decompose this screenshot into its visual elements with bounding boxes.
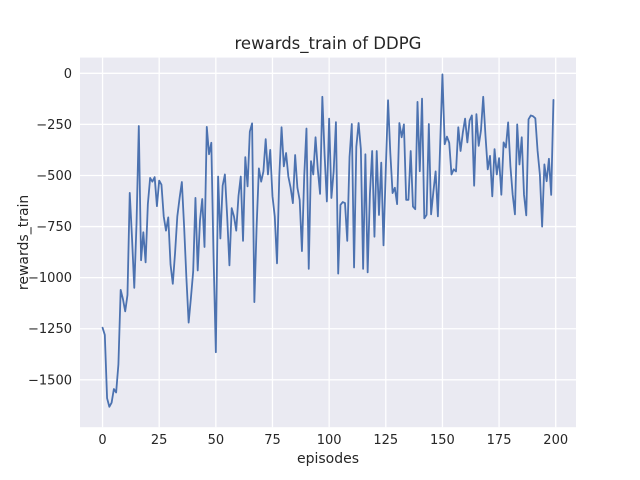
x-tick-label: 0: [98, 433, 106, 448]
y-axis-label: rewards_train: [16, 195, 32, 290]
y-tick-label: 0: [64, 67, 72, 82]
y-tick-label: −1250: [28, 322, 72, 337]
y-tick-label: −1500: [28, 373, 72, 388]
x-tick-label: 175: [487, 433, 512, 448]
x-tick-label: 200: [543, 433, 568, 448]
y-tick-label: −500: [36, 169, 72, 184]
x-tick-label: 75: [264, 433, 281, 448]
y-tick-label: −750: [36, 220, 72, 235]
x-axis-label: episodes: [297, 451, 359, 467]
gridlines: [80, 57, 576, 428]
y-tick-label: −250: [36, 118, 72, 133]
x-tick-label: 50: [208, 433, 225, 448]
series-line-rewards: [101, 73, 555, 408]
x-tick-label: 25: [151, 433, 168, 448]
plot-area: [80, 57, 576, 428]
y-tick-label: −1000: [28, 271, 72, 286]
tick-labels: 0 25 50 75 100 125 150 175 200 0 −250 −500 −750 −1000…: [28, 67, 568, 448]
x-tick-label: 150: [430, 433, 455, 448]
x-tick-label: 100: [317, 433, 342, 448]
x-tick-label: 125: [373, 433, 398, 448]
chart-title: rewards_train of DDPG: [235, 34, 422, 54]
